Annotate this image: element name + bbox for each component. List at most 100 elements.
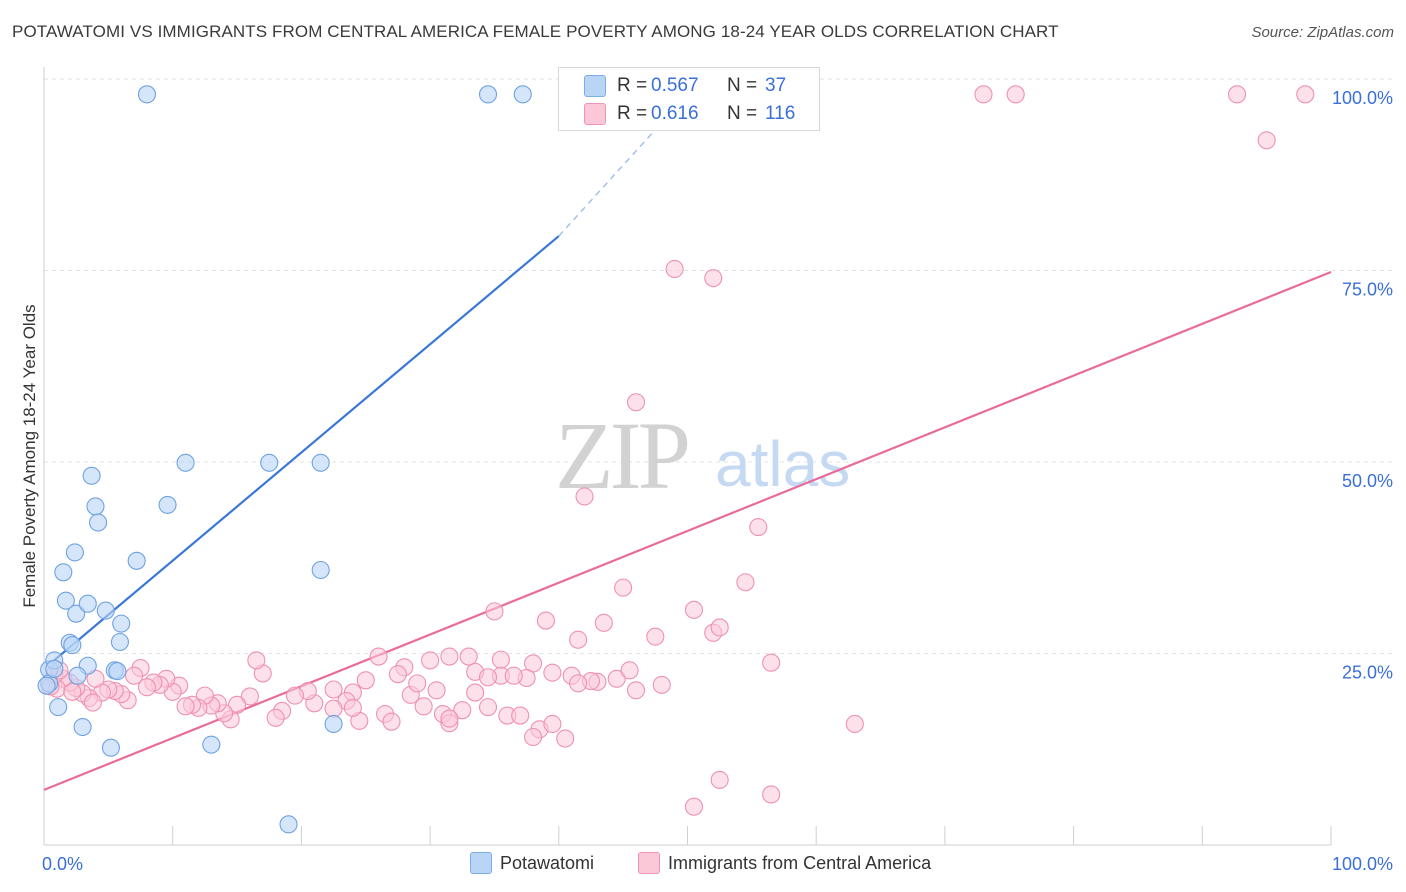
point-potawatomi [56, 591, 75, 610]
stats-swatch-pink [584, 103, 606, 125]
point-central-america [556, 729, 575, 748]
point-central-america [125, 666, 144, 685]
point-central-america [684, 600, 703, 619]
source-attribution: Source: ZipAtlas.com [1251, 24, 1394, 41]
point-central-america [762, 785, 781, 804]
legend-swatch-central-america [638, 852, 661, 874]
point-central-america [63, 682, 82, 701]
stats-n-value: 37 [765, 75, 787, 96]
point-central-america [83, 693, 102, 712]
legend-swatch-potawatomi [470, 852, 492, 874]
point-central-america [369, 647, 388, 666]
point-potawatomi [37, 676, 56, 695]
point-central-america [736, 573, 755, 592]
point-central-america [240, 687, 259, 706]
point-central-america [710, 770, 729, 789]
point-central-america [762, 653, 781, 672]
point-potawatomi [202, 735, 221, 754]
point-potawatomi [176, 453, 195, 472]
point-central-america [646, 627, 665, 646]
point-central-america [485, 602, 504, 621]
point-potawatomi [89, 513, 108, 532]
point-central-america [704, 269, 723, 288]
stats-legend-box: R = 0.567 N = 37 R = 0.616 N = 116 [558, 67, 820, 131]
stats-r-label: R = [617, 75, 648, 96]
point-central-america [421, 651, 440, 670]
point-central-america [504, 666, 523, 685]
stats-n-label: N = [727, 103, 758, 124]
point-central-america [626, 393, 646, 412]
point-central-america [247, 651, 266, 670]
x-tick-label-min: 0.0% [42, 854, 83, 874]
watermark-atlas: atlas [715, 428, 850, 500]
point-central-america [459, 647, 478, 666]
legend-label-central-america: Immigrants from Central America [668, 852, 932, 873]
point-potawatomi [311, 560, 330, 580]
point-central-america [620, 661, 639, 680]
point-central-america [684, 797, 703, 816]
point-central-america [536, 611, 555, 630]
x-tick-label-max: 100.0% [1332, 854, 1393, 874]
point-potawatomi [112, 614, 131, 633]
point-potawatomi [68, 666, 87, 685]
point-potawatomi [82, 466, 101, 485]
point-central-america [324, 699, 343, 718]
stats-r-label: R = [617, 103, 648, 124]
point-central-america [665, 259, 684, 279]
point-potawatomi [73, 717, 92, 737]
point-central-america [388, 665, 407, 684]
point-potawatomi [78, 594, 97, 613]
point-central-america [408, 674, 427, 693]
watermark: ZIP atlas [555, 402, 850, 509]
point-central-america [324, 680, 343, 699]
point-central-america [614, 578, 633, 597]
point-central-america [382, 712, 401, 731]
stats-swatch-blue [584, 75, 606, 97]
point-central-america [569, 630, 588, 649]
point-central-america [414, 697, 433, 716]
point-central-america [466, 683, 485, 702]
stats-r-value: 0.616 [651, 103, 699, 124]
point-potawatomi [101, 738, 120, 757]
point-potawatomi [478, 85, 498, 104]
trendline-central-america [43, 271, 1332, 791]
point-potawatomi [96, 601, 115, 620]
point-potawatomi [127, 551, 146, 570]
point-central-america [266, 708, 285, 727]
watermark-zip: ZIP [555, 402, 688, 509]
point-central-america [626, 681, 646, 700]
point-central-america [343, 698, 362, 717]
point-central-america [575, 487, 594, 506]
point-central-america [594, 613, 613, 632]
point-central-america [845, 714, 864, 734]
point-potawatomi [324, 714, 343, 734]
stats-n-value: 116 [765, 103, 796, 124]
point-potawatomi [67, 604, 86, 623]
point-central-america [569, 674, 588, 693]
point-potawatomi [279, 815, 298, 834]
stats-n-label: N = [727, 75, 758, 96]
trendline-potawatomi [49, 235, 560, 665]
point-central-america [440, 709, 459, 728]
point-central-america [427, 681, 446, 700]
point-central-america [749, 518, 768, 537]
y-tick-label: 100.0% [1332, 88, 1393, 108]
point-potawatomi [137, 85, 157, 104]
point-central-america [710, 618, 729, 637]
point-central-america [524, 727, 543, 747]
point-central-america [285, 686, 305, 705]
point-central-america [478, 698, 498, 717]
chart-title: POTAWATOMI VS IMMIGRANTS FROM CENTRAL AM… [12, 22, 1059, 41]
point-potawatomi [311, 453, 330, 472]
point-central-america [607, 669, 626, 688]
point-central-america [1227, 85, 1247, 104]
point-potawatomi [513, 85, 532, 104]
point-potawatomi [108, 662, 127, 681]
point-central-america [1296, 85, 1315, 104]
point-central-america [491, 650, 510, 669]
point-central-america [440, 647, 459, 666]
point-potawatomi [54, 563, 73, 582]
point-central-america [137, 678, 157, 697]
point-central-america [1006, 85, 1025, 104]
